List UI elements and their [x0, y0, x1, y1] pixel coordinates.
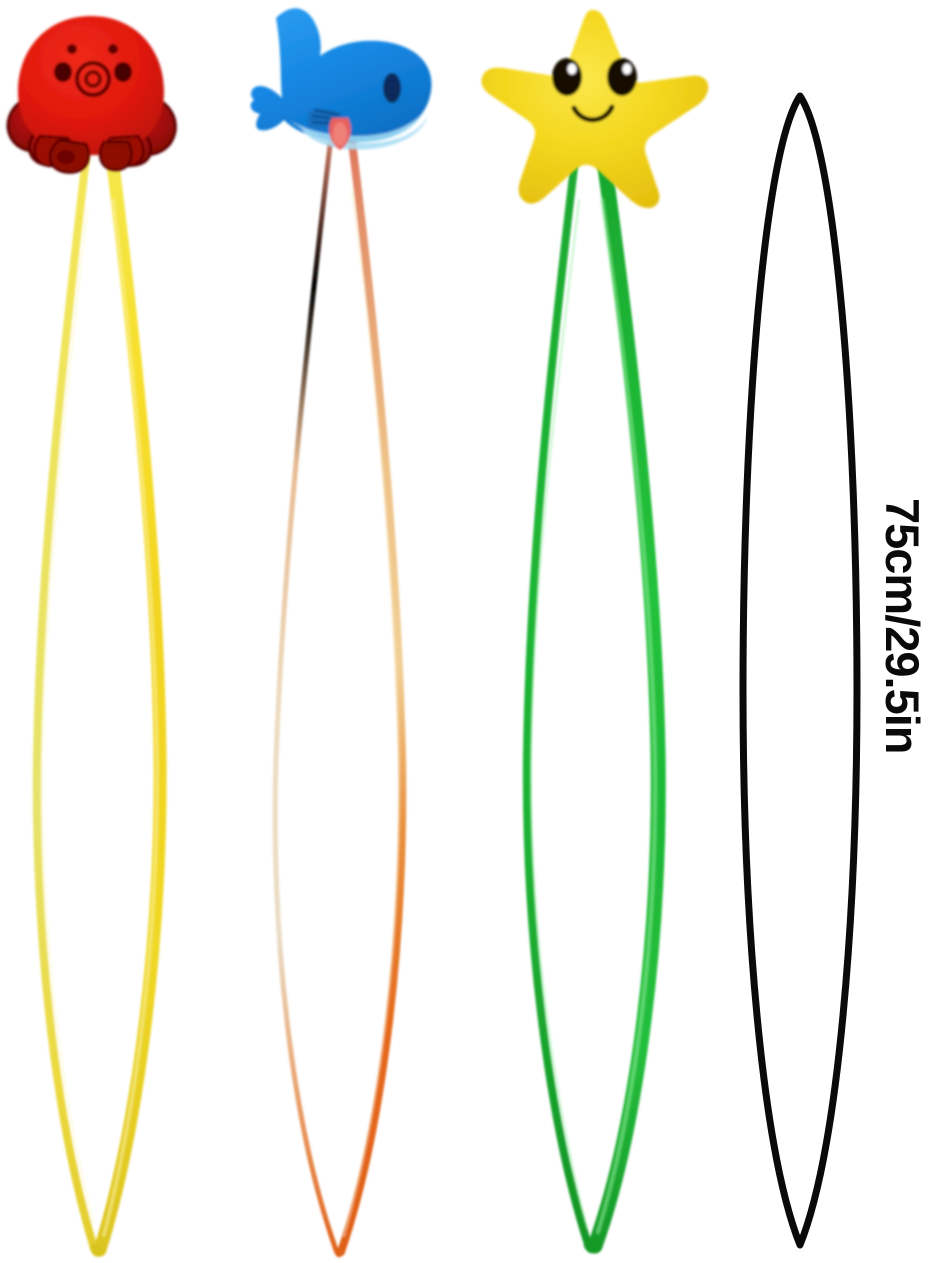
dolphin-body [250, 8, 432, 143]
starfish-charm [481, 10, 709, 208]
yellow-rope-loop [32, 149, 167, 1257]
starfish-right-eye [607, 58, 637, 96]
octopus-right-eye [114, 62, 132, 82]
starfish-left-eye [552, 58, 582, 96]
starfish-body [481, 10, 709, 208]
octopus-charm [6, 16, 177, 174]
size-reference-outline [739, 92, 861, 1249]
dolphin-charm [250, 8, 432, 150]
orange-rope-loop [272, 122, 407, 1258]
size-label: 75cm/29.5in [876, 498, 929, 754]
green-rope-loop [522, 124, 666, 1254]
dolphin-eye [383, 73, 401, 103]
starfish-smile [571, 104, 615, 123]
octopus-left-eye [54, 62, 72, 82]
